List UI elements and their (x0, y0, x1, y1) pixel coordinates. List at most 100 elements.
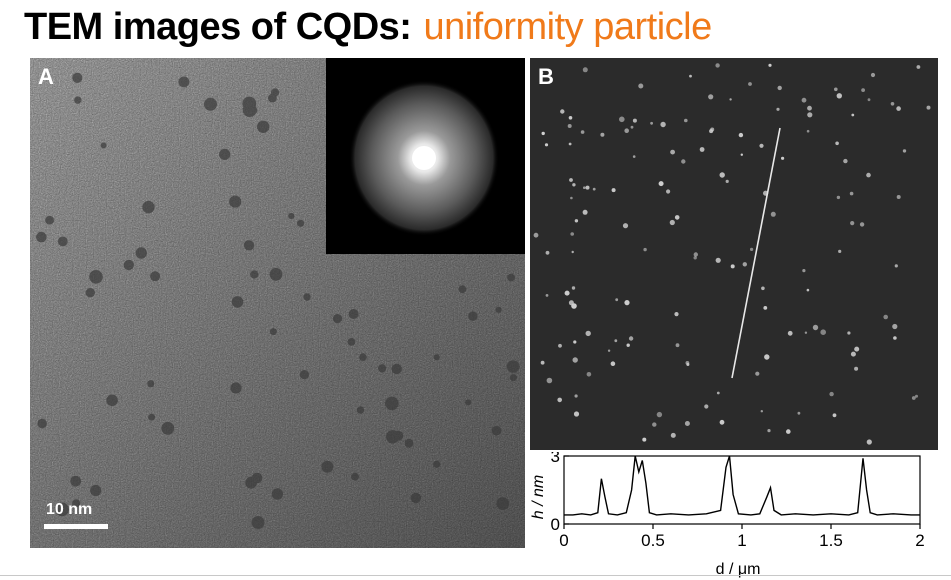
nanoparticle (36, 231, 47, 243)
quantum-dot (574, 219, 579, 223)
quantum-dot (573, 340, 577, 344)
quantum-dot (571, 286, 576, 290)
nanoparticle (391, 363, 402, 375)
profile-ticks: 0 0.5 1 1.5 2 0 3 (551, 452, 925, 550)
nanoparticle (45, 215, 54, 225)
quantum-dot (851, 113, 855, 117)
nanoparticle (433, 354, 440, 361)
afm-image-panel: B (530, 58, 938, 450)
quantum-dot (572, 357, 578, 363)
nanoparticle (347, 338, 356, 346)
nanoparticle (509, 374, 517, 382)
quantum-dot (916, 65, 921, 69)
quantum-dot (656, 411, 663, 418)
quantum-dot (570, 232, 574, 236)
quantum-dot (859, 222, 865, 227)
nanoparticle (495, 306, 502, 313)
quantum-dot (870, 72, 876, 78)
quantum-dot (760, 410, 763, 413)
quantum-dot (533, 232, 539, 238)
quantum-dot (755, 371, 760, 376)
quantum-dot (854, 346, 860, 352)
quantum-dot (787, 330, 793, 336)
nanoparticle (135, 247, 147, 259)
quantum-dot (835, 141, 839, 146)
x-tick-label: 1 (737, 531, 746, 550)
quantum-dot (801, 97, 807, 103)
title-prefix: TEM images of CQDs: (24, 6, 412, 48)
nanoparticle (204, 97, 217, 111)
quantum-dot (806, 129, 810, 133)
profile-xlabel: d / μm (716, 561, 761, 578)
scale-bar-label: 10 nm (46, 501, 93, 518)
nanoparticle (378, 364, 387, 373)
quantum-dot (610, 361, 616, 367)
nanoparticle (356, 406, 365, 414)
quantum-dot (866, 172, 871, 178)
profile-ylabel: h / nm (530, 475, 547, 519)
nanoparticle (57, 236, 68, 247)
quantum-dot (849, 191, 854, 196)
nanoparticle (219, 148, 231, 160)
quantum-dot (781, 156, 785, 160)
quantum-dot (763, 306, 768, 310)
quantum-dot (674, 215, 680, 220)
nanoparticle (150, 271, 161, 282)
quantum-dot (892, 323, 898, 330)
quantum-dot (776, 107, 780, 111)
quantum-dot (560, 109, 565, 114)
nanoparticle (359, 353, 367, 362)
quantum-dot (652, 422, 657, 427)
nanoparticle (147, 380, 155, 388)
quantum-dot (650, 121, 653, 125)
nanoparticle (85, 288, 95, 298)
nanoparticle (303, 293, 311, 301)
quantum-dot (847, 331, 851, 335)
quantum-dot (669, 219, 675, 226)
quantum-dot (568, 142, 572, 146)
quantum-dot (632, 155, 636, 158)
quantum-dot (770, 211, 776, 217)
quantum-dot (611, 188, 616, 193)
quantum-dot (797, 411, 801, 415)
quantum-dot (624, 128, 629, 133)
quantum-dot (693, 252, 698, 257)
quantum-dot (893, 336, 897, 340)
quantum-dot (708, 94, 714, 100)
quantum-dot (730, 264, 735, 269)
nanoparticle (506, 360, 520, 373)
nanoparticle (142, 200, 155, 214)
quantum-dot (670, 149, 675, 155)
quantum-dot (802, 269, 806, 273)
quantum-dot (607, 349, 611, 352)
nanoparticle (269, 267, 283, 281)
quantum-dot (820, 329, 826, 336)
quantum-dot (704, 404, 709, 409)
quantum-dot (557, 397, 562, 403)
quantum-dot (894, 264, 898, 268)
nanoparticle (251, 516, 265, 529)
quantum-dot (834, 87, 838, 92)
quantum-dot (806, 288, 810, 292)
nanoparticle (351, 472, 359, 481)
panel-b-label: B (538, 64, 554, 89)
nanoparticle (288, 212, 295, 220)
quantum-dot (867, 98, 871, 102)
quantum-dot (926, 105, 931, 110)
quantum-dot (558, 343, 562, 348)
slide-divider (0, 575, 951, 576)
nanoparticle (507, 273, 515, 282)
title-highlight: uniformity particle (423, 6, 712, 48)
quantum-dot (896, 106, 901, 111)
quantum-dot (574, 394, 578, 398)
nanoparticle (257, 120, 270, 133)
quantum-dot (632, 118, 637, 123)
quantum-dot (748, 82, 752, 86)
nanoparticle (72, 72, 83, 83)
nanoparticle (37, 418, 47, 429)
quantum-dot (764, 354, 770, 360)
nanoparticle (106, 394, 118, 407)
quantum-dot (836, 93, 842, 99)
quantum-dot (890, 102, 895, 106)
quantum-dot (675, 343, 680, 348)
